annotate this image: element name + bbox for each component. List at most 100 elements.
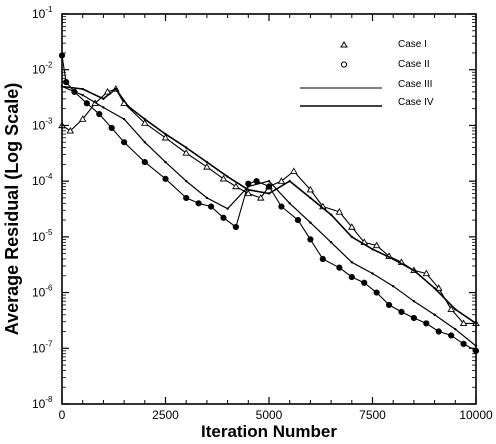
- y-tick-exponent: -1: [45, 5, 53, 14]
- y-tick-exponent: -4: [45, 172, 53, 181]
- data-point: [114, 87, 118, 91]
- data-point: [410, 314, 418, 322]
- data-point: [207, 203, 215, 210]
- data-point: [81, 87, 84, 91]
- data-point: [247, 185, 250, 188]
- data-point: [232, 182, 240, 190]
- data-point: [309, 221, 312, 224]
- legend-label: Case II: [398, 59, 430, 70]
- legend-entry-case-i: Case I: [340, 39, 427, 50]
- data-point: [459, 319, 468, 327]
- data-point: [66, 126, 75, 134]
- data-point: [350, 235, 353, 239]
- data-point: [433, 313, 436, 316]
- data-point: [83, 100, 90, 107]
- data-point: [288, 202, 291, 205]
- data-point: [164, 132, 167, 136]
- data-point: [102, 97, 105, 101]
- data-point: [127, 105, 130, 108]
- x-tick-label: 5000: [256, 408, 283, 422]
- series-case-iv-line: [61, 85, 477, 325]
- legend-entry-case-iii: Case III: [300, 79, 432, 90]
- data-point: [182, 149, 190, 156]
- y-tick-exponent: -2: [45, 61, 53, 70]
- data-point: [329, 213, 333, 216]
- data-point: [447, 305, 455, 312]
- y-axis-title: Average Residual (Log Scale): [2, 83, 22, 335]
- data-point: [185, 179, 188, 183]
- data-point: [307, 236, 314, 243]
- legend-label: Case I: [398, 39, 427, 50]
- data-point: [336, 264, 343, 271]
- data-point: [422, 269, 431, 277]
- data-point: [120, 139, 128, 146]
- data-point: [306, 185, 315, 193]
- data-point: [108, 124, 115, 132]
- data-point: [412, 300, 416, 303]
- legend-label: Case IV: [398, 97, 434, 108]
- data-point: [373, 289, 380, 296]
- data-point: [141, 158, 148, 166]
- x-axis: 0 2500 5000 7500 10000: [59, 14, 493, 422]
- data-point: [454, 308, 457, 311]
- data-point: [78, 115, 87, 122]
- data-point: [412, 269, 416, 272]
- data-point: [205, 196, 209, 200]
- data-point: [392, 257, 395, 261]
- data-point: [278, 203, 285, 210]
- legend-circle-marker: [340, 61, 348, 68]
- data-point: [423, 320, 430, 327]
- data-point: [81, 93, 84, 97]
- data-point: [143, 141, 146, 144]
- data-point: [220, 214, 227, 221]
- data-point: [253, 178, 260, 185]
- legend-entry-case-ii: Case II: [340, 59, 430, 70]
- y-tick-exponent: -8: [45, 395, 53, 404]
- y-tick-exponent: -3: [45, 116, 53, 125]
- y-tick-exponent: -5: [45, 228, 53, 237]
- data-point: [309, 196, 312, 200]
- data-point: [371, 272, 374, 275]
- legend-entry-case-iv: Case IV: [300, 97, 434, 108]
- data-point: [164, 160, 167, 164]
- x-tick-label: 7500: [359, 408, 386, 422]
- data-point: [290, 167, 298, 174]
- x-tick-label: 2500: [152, 408, 179, 422]
- data-point: [350, 261, 353, 264]
- data-point: [371, 248, 374, 251]
- data-point: [348, 273, 355, 281]
- data-point: [232, 223, 239, 231]
- data-point: [372, 241, 381, 249]
- series-layer: [58, 52, 480, 354]
- legend-triangle-marker: [340, 41, 348, 48]
- x-axis-title: Iteration Number: [201, 422, 337, 441]
- legend-label: Case III: [398, 79, 432, 90]
- data-point: [96, 110, 103, 118]
- data-point: [244, 189, 253, 197]
- data-point: [183, 194, 190, 202]
- data-point: [205, 160, 209, 164]
- data-point: [267, 192, 271, 195]
- data-point: [319, 255, 326, 263]
- legend: Case I Case II Case III Case IV: [300, 39, 434, 108]
- data-point: [219, 174, 228, 182]
- data-point: [288, 179, 291, 183]
- data-point: [265, 183, 273, 190]
- data-point: [185, 146, 188, 149]
- data-point: [161, 133, 170, 141]
- data-point: [385, 301, 393, 309]
- data-point: [226, 175, 229, 178]
- x-tick-label: 0: [59, 408, 66, 422]
- data-point: [141, 119, 149, 126]
- data-point: [256, 194, 265, 201]
- data-point: [392, 285, 395, 288]
- data-point: [103, 87, 112, 95]
- data-point: [335, 208, 344, 215]
- data-point: [361, 279, 368, 286]
- x-tick-label: 10000: [459, 408, 493, 422]
- data-point: [277, 177, 286, 184]
- data-point: [433, 286, 436, 290]
- y-tick-exponent: -6: [45, 284, 53, 293]
